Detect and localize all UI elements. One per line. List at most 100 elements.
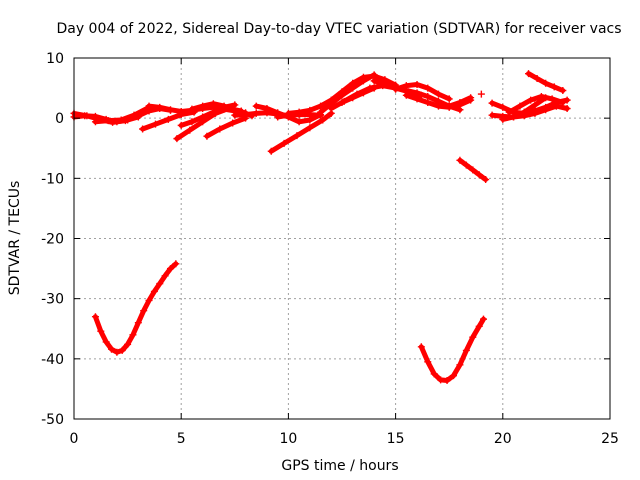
data-point bbox=[456, 99, 464, 107]
data-point bbox=[559, 86, 567, 94]
data-point bbox=[130, 111, 138, 119]
data-point bbox=[359, 77, 367, 85]
data-point bbox=[252, 109, 260, 117]
data-point bbox=[150, 287, 158, 295]
data-point bbox=[381, 80, 389, 88]
data-point bbox=[349, 94, 357, 102]
data-point bbox=[370, 77, 378, 85]
series-arc-27 bbox=[505, 93, 567, 116]
data-point bbox=[139, 125, 147, 133]
data-point bbox=[525, 70, 533, 78]
data-point bbox=[293, 132, 301, 140]
data-point bbox=[563, 105, 571, 113]
data-point bbox=[527, 96, 535, 104]
data-point bbox=[209, 108, 217, 116]
data-point bbox=[542, 105, 550, 113]
data-point bbox=[317, 102, 325, 110]
series-arc-12 bbox=[267, 109, 335, 155]
x-tick-label: 10 bbox=[279, 431, 297, 447]
data-point bbox=[306, 106, 314, 114]
series-arc-09 bbox=[203, 114, 250, 140]
x-tick-label: 15 bbox=[387, 431, 405, 447]
data-point bbox=[83, 112, 91, 120]
series-trace bbox=[339, 85, 377, 105]
data-point bbox=[188, 105, 196, 113]
data-point bbox=[140, 307, 148, 315]
data-point bbox=[488, 111, 496, 119]
data-point bbox=[548, 95, 556, 103]
data-point bbox=[413, 80, 421, 88]
data-point bbox=[480, 315, 488, 323]
data-point bbox=[118, 346, 126, 354]
series-trace bbox=[204, 115, 248, 139]
data-point bbox=[462, 161, 470, 169]
data-point bbox=[531, 107, 539, 115]
series-trace bbox=[268, 110, 334, 154]
series-arc-17 bbox=[338, 84, 378, 107]
data-point bbox=[327, 105, 335, 113]
data-point bbox=[295, 118, 303, 126]
series-arc-15 bbox=[317, 71, 378, 116]
data-point bbox=[462, 346, 470, 354]
series-arc-30 bbox=[91, 260, 180, 356]
series-trace bbox=[418, 316, 486, 383]
series-trace bbox=[532, 103, 570, 114]
y-tick-label: 10 bbox=[46, 51, 64, 67]
data-point bbox=[338, 99, 346, 107]
data-point bbox=[349, 84, 357, 92]
data-point bbox=[475, 171, 483, 179]
data-point bbox=[263, 105, 271, 113]
series-arc-19 bbox=[392, 80, 453, 103]
series-trace bbox=[318, 72, 377, 115]
x-axis-label: GPS time / hours bbox=[281, 458, 398, 474]
data-point bbox=[113, 348, 121, 356]
data-point bbox=[424, 358, 432, 366]
data-point bbox=[145, 296, 153, 304]
y-tick-label: -10 bbox=[41, 171, 64, 187]
data-point bbox=[445, 102, 453, 110]
data-point bbox=[402, 82, 410, 90]
data-point bbox=[166, 265, 174, 273]
series-trace bbox=[92, 261, 179, 355]
data-point bbox=[392, 85, 400, 93]
series-arc-22 bbox=[477, 90, 485, 98]
data-point bbox=[424, 93, 432, 101]
data-point bbox=[295, 108, 303, 116]
data-point bbox=[216, 125, 224, 133]
y-axis-label: SDTVAR / TECUs bbox=[7, 181, 23, 296]
data-point bbox=[456, 361, 464, 369]
data-point bbox=[520, 108, 528, 116]
data-point bbox=[199, 113, 207, 121]
data-point bbox=[338, 91, 346, 99]
data-point bbox=[552, 102, 560, 110]
series-arc-21 bbox=[445, 94, 475, 110]
series-arc-28 bbox=[525, 70, 567, 94]
data-point bbox=[242, 111, 250, 119]
data-point bbox=[166, 106, 174, 114]
data-point bbox=[499, 103, 507, 111]
data-point bbox=[129, 331, 137, 339]
data-point bbox=[173, 135, 181, 143]
y-tick-label: -40 bbox=[41, 352, 64, 368]
data-point bbox=[164, 115, 172, 123]
data-point bbox=[370, 84, 378, 92]
data-point bbox=[156, 280, 164, 288]
data-point bbox=[505, 108, 513, 116]
data-point bbox=[533, 74, 541, 82]
x-tick-label: 0 bbox=[70, 431, 79, 447]
data-point bbox=[97, 327, 105, 335]
data-point bbox=[449, 372, 457, 380]
series-arc-29 bbox=[531, 102, 571, 115]
data-point bbox=[475, 322, 483, 330]
data-point bbox=[437, 376, 445, 384]
data-point bbox=[516, 102, 524, 110]
data-point bbox=[319, 116, 327, 124]
data-point bbox=[104, 117, 112, 125]
data-point bbox=[559, 99, 567, 107]
data-point bbox=[550, 83, 558, 91]
data-point bbox=[413, 95, 421, 103]
data-point bbox=[434, 90, 442, 98]
data-point bbox=[370, 71, 378, 79]
data-point bbox=[284, 109, 292, 117]
